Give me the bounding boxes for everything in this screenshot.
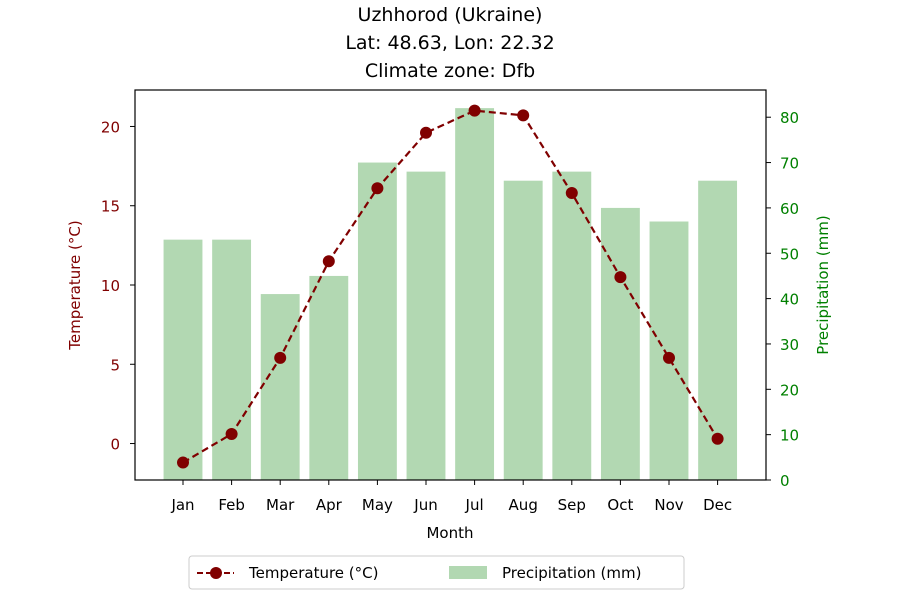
x-tick-label: Mar [266,496,295,514]
temp-point-oct [614,271,627,284]
right-tick-label: 50 [780,245,799,263]
legend-precipitation-label: Precipitation (mm) [502,564,641,582]
x-axis-ticks: Jan Feb Mar Apr May Jun Jul Aug Sep Oct Nov Dec [170,480,732,514]
right-tick-label: 20 [780,381,799,399]
left-tick-label: 15 [101,198,120,216]
x-tick-label: Jul [465,496,484,514]
temp-point-aug [517,109,530,122]
chart-title: Uzhhorod (Ukraine) Lat: 48.63, Lon: 22.3… [345,4,554,82]
legend-precipitation-swatch [449,566,487,579]
legend: Temperature (°C) Precipitation (mm) [188,555,685,590]
temp-point-sep [565,187,578,200]
x-tick-label: Sep [558,496,586,514]
x-tick-label: Oct [607,496,633,514]
precip-bar-nov [649,221,689,480]
precip-bar-jan [163,239,203,480]
temp-point-jan [177,456,189,469]
precip-bar-oct [600,207,640,480]
precip-bar-sep [552,171,592,480]
right-axis-ticks: 0 10 20 30 40 50 60 70 80 [766,109,799,490]
temp-point-apr [322,255,335,268]
precip-bar-mar [260,294,300,480]
x-tick-label: Jun [413,496,437,514]
temp-point-jul [468,104,481,117]
right-tick-label: 80 [780,109,799,127]
legend-frame [188,555,685,590]
left-tick-label: 0 [110,436,120,454]
precip-bar-aug [503,180,543,480]
legend-temperature-label: Temperature (°C) [248,564,378,582]
temperature-line [182,109,719,464]
temp-point-feb [225,428,238,441]
chart-title-line-2: Lat: 48.63, Lon: 22.32 [345,32,554,54]
right-tick-label: 70 [780,155,799,173]
temp-point-nov [663,351,675,364]
temp-point-may [371,182,384,195]
left-axis-label: Temperature (°C) [66,220,84,350]
temp-point-mar [274,351,287,364]
right-tick-label: 40 [780,291,799,309]
right-tick-label: 30 [780,336,799,354]
right-axis-label: Precipitation (mm) [814,215,832,354]
x-tick-label: May [362,496,393,514]
x-axis-label: Month [426,524,473,542]
temperature-series [177,104,724,469]
chart-title-line-3: Climate zone: Dfb [365,60,535,82]
x-tick-label: Jan [170,496,194,514]
legend-temperature-marker [210,567,222,579]
right-tick-label: 0 [780,472,790,490]
precip-bar-apr [309,275,349,480]
temp-point-jun [420,126,432,139]
precip-bar-dec [698,180,738,480]
left-axis-ticks: 0 5 10 15 20 [101,118,135,454]
precip-bar-jul [455,108,495,481]
temp-point-dec [711,432,724,445]
precipitation-bars [163,108,738,481]
x-tick-label: Nov [654,496,683,514]
left-tick-label: 5 [110,356,120,374]
left-tick-label: 20 [101,118,120,136]
left-tick-label: 10 [101,277,120,295]
chart-title-line-1: Uzhhorod (Ukraine) [358,4,543,26]
right-tick-label: 60 [780,200,799,218]
x-tick-label: Aug [509,496,538,514]
right-tick-label: 10 [780,427,799,445]
x-tick-label: Dec [703,496,732,514]
precip-bar-may [357,162,397,480]
precip-bar-jun [406,171,446,480]
x-tick-label: Apr [316,496,343,514]
precip-bar-feb [212,239,252,480]
x-tick-label: Feb [218,496,245,514]
